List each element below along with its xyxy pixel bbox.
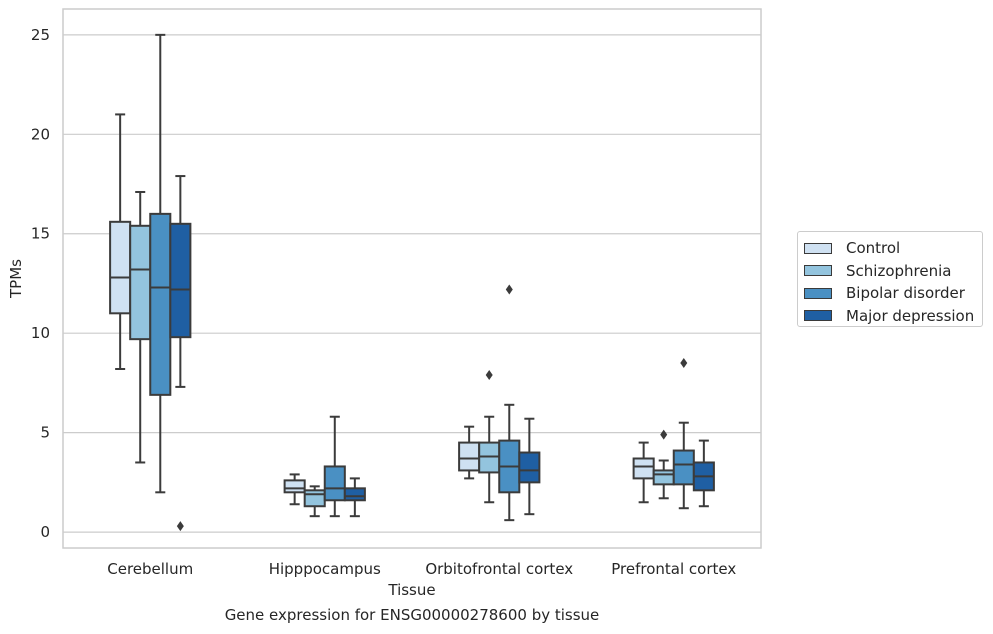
legend-label-schizophrenia: Schizophrenia (846, 261, 952, 280)
outlier-point (485, 369, 493, 380)
box-iqr (149, 212, 172, 396)
box-major-depression-orbitofrontal-cortex (518, 417, 541, 516)
y-tick-label-15: 15 (31, 225, 50, 243)
box-iqr (672, 449, 695, 486)
chart-caption: Gene expression for ENSG00000278600 by t… (224, 606, 600, 624)
x-tick-label-prefrontal-cortex: Prefrontal cortex (611, 560, 736, 578)
legend-label-bipolar-disorder: Bipolar disorder (846, 284, 965, 303)
legend-item-major-depression: Major depression (804, 305, 976, 328)
legend-swatch-control (804, 242, 832, 254)
box-major-depression-prefrontal-cortex (692, 439, 715, 508)
x-axis-title: Tissue (387, 581, 435, 599)
legend-swatch-schizophrenia (804, 265, 832, 277)
box-control-cerebellum (109, 113, 132, 370)
x-tick-label-orbitofrontal-cortex: Orbitofrontal cortex (425, 560, 573, 578)
box-control-hipppocampus (283, 473, 306, 506)
legend-item-control: Control (804, 237, 976, 260)
legend-item-schizophrenia: Schizophrenia (804, 260, 976, 283)
legend-label-control: Control (846, 239, 901, 258)
box-iqr (518, 451, 541, 484)
plot-frame (62, 8, 762, 549)
box-iqr (652, 469, 675, 486)
x-tick-label-cerebellum: Cerebellum (107, 560, 193, 578)
box-iqr (169, 222, 192, 339)
y-tick-label-0: 0 (40, 523, 50, 541)
y-tick-label-10: 10 (31, 324, 50, 342)
box-schizophrenia-prefrontal-cortex (652, 429, 675, 500)
box-bipolar-disorder-cerebellum (149, 33, 172, 494)
box-iqr (323, 465, 346, 502)
legend-swatch-bipolar-disorder (804, 287, 832, 299)
y-tick-label-5: 5 (40, 424, 50, 442)
outlier-point (176, 521, 184, 532)
box-iqr (343, 487, 366, 502)
legend-item-bipolar-disorder: Bipolar disorder (804, 282, 976, 305)
box-major-depression-cerebellum (169, 175, 192, 532)
y-tick-label-20: 20 (31, 125, 50, 143)
outlier-point (505, 284, 513, 295)
box-major-depression-hipppocampus (343, 477, 366, 518)
box-iqr (458, 441, 481, 472)
box-iqr (109, 220, 132, 315)
box-bipolar-disorder-prefrontal-cortex (672, 358, 695, 510)
box-iqr (632, 457, 655, 480)
legend: Control Schizophrenia Bipolar disorder M… (797, 231, 983, 327)
y-axis-title: TPMs (7, 259, 25, 299)
box-iqr (283, 479, 306, 494)
outlier-point (680, 358, 688, 369)
outlier-point (660, 429, 668, 440)
y-tick-label-25: 25 (31, 26, 50, 44)
box-bipolar-disorder-hipppocampus (323, 415, 346, 518)
box-schizophrenia-hipppocampus (303, 485, 326, 518)
box-iqr (129, 224, 152, 341)
x-tick-label-hipppocampus: Hipppocampus (269, 560, 381, 578)
box-control-prefrontal-cortex (632, 441, 655, 504)
legend-swatch-major-depression (804, 310, 832, 322)
box-schizophrenia-orbitofrontal-cortex (478, 369, 501, 504)
box-iqr (303, 489, 326, 508)
legend-label-major-depression: Major depression (846, 306, 975, 325)
